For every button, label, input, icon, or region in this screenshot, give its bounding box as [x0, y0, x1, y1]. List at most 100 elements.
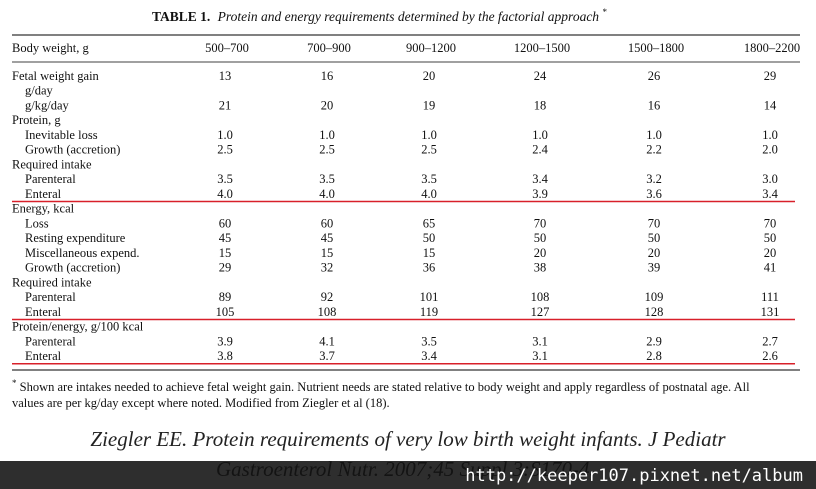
cell: 1.0	[421, 128, 437, 142]
column-header: 1800–2200	[744, 41, 800, 55]
table-caption: Protein and energy requirements determin…	[217, 9, 600, 24]
cell: 20	[321, 98, 334, 112]
cell: 3.8	[217, 349, 233, 363]
row-label: Fetal weight gain	[12, 69, 100, 83]
cell: 20	[423, 69, 436, 83]
title-mark: *	[602, 7, 607, 17]
row-label: Enteral	[25, 305, 62, 319]
cell: 45	[321, 231, 334, 245]
cell: 89	[219, 290, 232, 304]
column-header: 700–900	[307, 41, 351, 55]
cell: 3.5	[421, 334, 437, 348]
cell: 15	[321, 246, 334, 260]
cell: 119	[420, 305, 438, 319]
row-label: Parenteral	[25, 334, 76, 348]
cell: 2.5	[421, 143, 437, 157]
cell: 3.5	[319, 172, 335, 186]
cell: 2.5	[217, 143, 233, 157]
cell: 92	[321, 290, 334, 304]
cell: 29	[219, 261, 232, 275]
row-label: Parenteral	[25, 172, 76, 186]
cell: 20	[764, 246, 777, 260]
cell: 109	[645, 290, 664, 304]
row-label: Enteral	[25, 187, 62, 201]
cell: 108	[531, 290, 550, 304]
citation: Ziegler EE. Protein requirements of very…	[90, 427, 726, 451]
cell: 50	[534, 231, 547, 245]
row-label: Required intake	[12, 157, 92, 171]
cell: 4.0	[319, 187, 335, 201]
cell: 39	[648, 261, 661, 275]
cell: 21	[219, 98, 232, 112]
footnote-text: Shown are intakes needed to achieve feta…	[20, 380, 750, 394]
cell: 18	[534, 98, 547, 112]
cell: 3.9	[217, 334, 233, 348]
cell: 14	[764, 98, 777, 112]
cell: 36	[423, 261, 436, 275]
cell: 3.4	[421, 349, 437, 363]
cell: 2.6	[762, 349, 778, 363]
cell: 50	[764, 231, 777, 245]
cell: 111	[761, 290, 779, 304]
row-label: Parenteral	[25, 290, 76, 304]
cell: 2.2	[646, 143, 662, 157]
column-header: 1200–1500	[514, 41, 570, 55]
cell: 3.0	[762, 172, 778, 186]
table-title: TABLE 1. Protein and energy requirements…	[152, 7, 607, 24]
cell: 32	[321, 261, 334, 275]
cell: 3.1	[532, 334, 548, 348]
cell: 20	[648, 246, 661, 260]
cell: 1.0	[646, 128, 662, 142]
row-label: Growth (accretion)	[25, 261, 120, 275]
cell: 4.0	[217, 187, 233, 201]
cell: 4.1	[319, 334, 335, 348]
cell: 3.6	[646, 187, 662, 201]
cell: 65	[423, 216, 436, 230]
cell: 2.5	[319, 143, 335, 157]
cell: 70	[764, 216, 777, 230]
cell: 50	[423, 231, 436, 245]
cell: 70	[534, 216, 547, 230]
column-header: 1500–1800	[628, 41, 684, 55]
row-label: Enteral	[25, 349, 62, 363]
cell: 2.7	[762, 334, 778, 348]
column-header: 900–1200	[406, 41, 456, 55]
cell: 101	[420, 290, 439, 304]
cell: 3.2	[646, 172, 662, 186]
cell: 1.0	[762, 128, 778, 142]
footnote-mark: *	[12, 378, 17, 388]
cell: 105	[216, 305, 235, 319]
row-label: g/day	[25, 84, 54, 98]
cell: 24	[534, 69, 547, 83]
cell: 2.8	[646, 349, 662, 363]
table-label: TABLE 1.	[152, 9, 210, 24]
cell: 127	[531, 305, 550, 319]
row-label: Required intake	[12, 275, 92, 289]
cell: 4.0	[421, 187, 437, 201]
cell: 60	[321, 216, 334, 230]
cell: 60	[219, 216, 232, 230]
row-label: Growth (accretion)	[25, 143, 120, 157]
cell: 45	[219, 231, 232, 245]
cell: 3.5	[421, 172, 437, 186]
cell: 3.4	[762, 187, 778, 201]
cell: 2.0	[762, 143, 778, 157]
cell: 16	[648, 98, 661, 112]
cell: 16	[321, 69, 334, 83]
watermark-bar	[0, 461, 816, 489]
cell: 26	[648, 69, 661, 83]
cell: 3.7	[319, 349, 335, 363]
row-label: Inevitable loss	[25, 128, 98, 142]
cell: 41	[764, 261, 777, 275]
cell: 3.1	[532, 349, 548, 363]
footnote-text: values are per kg/day except where noted…	[12, 396, 390, 410]
cell: 29	[764, 69, 777, 83]
cell: 128	[645, 305, 664, 319]
row-label: Miscellaneous expend.	[25, 246, 140, 260]
cell: 13	[219, 69, 232, 83]
cell: 38	[534, 261, 547, 275]
row-label: g/kg/day	[25, 98, 69, 112]
cell: 3.4	[532, 172, 548, 186]
cell: 2.9	[646, 334, 662, 348]
